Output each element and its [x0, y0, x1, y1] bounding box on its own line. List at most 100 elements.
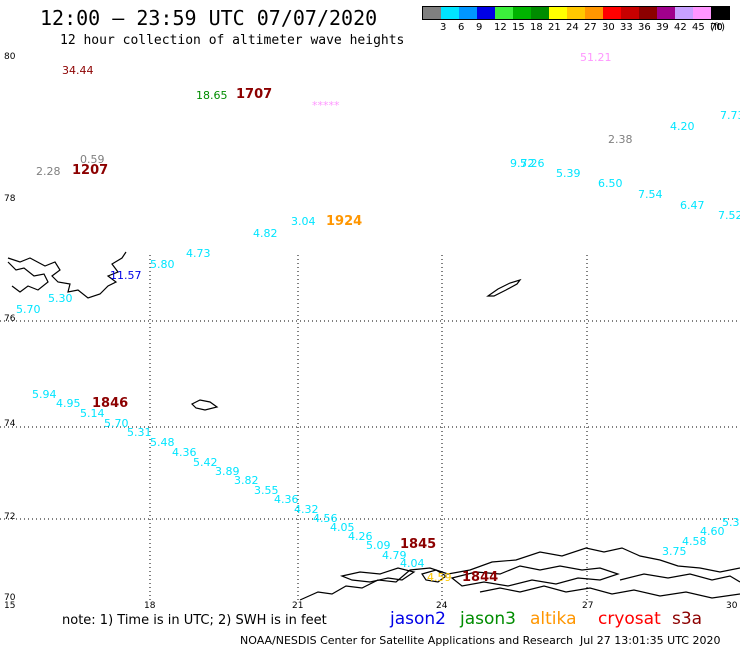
- legend-swatch: [567, 7, 585, 19]
- satellite-legend-item: jason3: [460, 609, 516, 629]
- wave-height-label: 5.39: [556, 167, 581, 180]
- wave-height-label: 4.05: [330, 521, 355, 534]
- legend-swatch: [657, 7, 675, 19]
- graticule: [0, 255, 740, 600]
- wave-height-label: 4.26: [348, 530, 373, 543]
- wave-height-label: 4.79: [382, 549, 407, 562]
- legend-swatches: [422, 6, 730, 20]
- wave-height-label: 4.58: [682, 535, 707, 548]
- satellite-legend-item: cryosat: [598, 609, 661, 629]
- footer-timestamp: Jul 27 13:01:35 UTC 2020: [580, 634, 721, 647]
- y-tick-label: 70: [4, 593, 16, 603]
- legend-label: 42: [674, 22, 687, 33]
- wave-height-label: 18.65: [196, 89, 228, 102]
- y-tick-label: 76: [4, 314, 16, 324]
- wave-height-label: 5.30: [48, 292, 73, 305]
- pass-time-label: 1844: [462, 570, 499, 585]
- wave-height-label: 5.31: [127, 426, 152, 439]
- wave-height-label: 4.73: [186, 247, 211, 260]
- y-tick-label: 72: [4, 512, 16, 522]
- wave-height-label: 9.72: [510, 157, 535, 170]
- footer-note: note: 1) Time is in UTC; 2) SWH is in fe…: [62, 613, 327, 628]
- wave-height-label: 4.36: [172, 446, 197, 459]
- x-tick-label: 30: [726, 601, 738, 611]
- wave-height-label: 5.48: [150, 436, 175, 449]
- wave-height-label: 4.56: [313, 512, 338, 525]
- wave-height-label: 6.47: [680, 199, 705, 212]
- wave-height-label: 5.42: [193, 456, 218, 469]
- pass-time-label: 1846: [92, 396, 129, 411]
- legend-swatch: [477, 7, 495, 19]
- legend-label: 18: [530, 22, 543, 33]
- satellite-legend-item: altika: [530, 609, 577, 629]
- wave-height-label: 4.60: [700, 525, 725, 538]
- satellite-legend-item: jason2: [390, 609, 446, 629]
- wave-height-label: 5.30: [722, 516, 740, 529]
- wave-height-label: 4.82: [253, 227, 278, 240]
- legend-swatch: [531, 7, 549, 19]
- wave-height-label: 3.75: [662, 545, 687, 558]
- wave-height-label: 3.89: [215, 465, 240, 478]
- legend-unit: (ft): [710, 22, 726, 33]
- wave-height-label: 5.09: [366, 539, 391, 552]
- x-tick-label: 18: [144, 601, 156, 611]
- legend-label: 15: [512, 22, 525, 33]
- legend-label: 3: [440, 22, 447, 33]
- pass-time-label: 1207: [72, 163, 109, 178]
- wave-height-label: 5.70: [104, 417, 129, 430]
- x-tick-label: 21: [292, 601, 304, 611]
- legend-swatch: [441, 7, 459, 19]
- legend-swatch: [621, 7, 639, 19]
- legend-label: 9: [476, 22, 483, 33]
- legend-swatch: [585, 7, 603, 19]
- y-tick-label: 78: [4, 194, 16, 204]
- legend-swatch: [693, 7, 711, 19]
- legend-label: 45: [692, 22, 705, 33]
- legend-label: 12: [494, 22, 507, 33]
- legend-label: 27: [584, 22, 597, 33]
- wave-height-label: 4.20: [670, 120, 695, 133]
- x-tick-label: 27: [582, 601, 594, 611]
- wave-height-label: 11.57: [110, 269, 142, 282]
- legend-swatch: [423, 7, 441, 19]
- page-subtitle: 12 hour collection of altimeter wave hei…: [60, 33, 405, 48]
- color-legend: 3 6 9 12 15 18 21 24 27 30 33 36 39 42 45 70 (ft): [0, 0, 740, 40]
- wave-height-label: 5.26: [520, 157, 545, 170]
- legend-swatch: [513, 7, 531, 19]
- wave-height-label: 7.73: [720, 109, 740, 122]
- wave-height-label: 5.94: [32, 388, 57, 401]
- legend-label: 21: [548, 22, 561, 33]
- legend-label: 30: [602, 22, 615, 33]
- pass-time-label: 1707: [236, 87, 273, 102]
- wave-height-label: 7.54: [638, 188, 663, 201]
- pass-time-label: 1845: [400, 537, 437, 552]
- legend-swatch: [639, 7, 657, 19]
- wave-height-label: 5.80: [150, 258, 175, 271]
- y-tick-label: 74: [4, 419, 16, 429]
- wave-height-label: 6.50: [598, 177, 623, 190]
- y-tick-label: 80: [4, 52, 16, 62]
- wave-height-label: 5.70: [16, 303, 41, 316]
- legend-label: 70: [710, 22, 723, 33]
- satellite-legend-item: s3a: [672, 609, 703, 629]
- legend-label: 24: [566, 22, 579, 33]
- wave-height-label: 7.52: [718, 209, 740, 222]
- coastline: [7, 251, 740, 601]
- wave-height-label: 51.21: [580, 51, 612, 64]
- wave-height-label: 5.14: [80, 407, 105, 420]
- wave-height-label: 0.59: [80, 153, 105, 166]
- wave-height-label: 4.95: [56, 397, 81, 410]
- legend-label: 36: [638, 22, 651, 33]
- pass-time-label: 1924: [326, 214, 363, 229]
- legend-swatch: [711, 7, 729, 19]
- wave-height-label: 4.36: [274, 493, 299, 506]
- wave-height-label: 4.32: [294, 503, 319, 516]
- legend-swatch: [459, 7, 477, 19]
- legend-swatch: [603, 7, 621, 19]
- wave-height-label: 3.55: [254, 484, 279, 497]
- wave-height-label: 2.38: [608, 133, 633, 146]
- legend-label: 33: [620, 22, 633, 33]
- wave-height-label: 3.04: [291, 215, 316, 228]
- legend-label: 39: [656, 22, 669, 33]
